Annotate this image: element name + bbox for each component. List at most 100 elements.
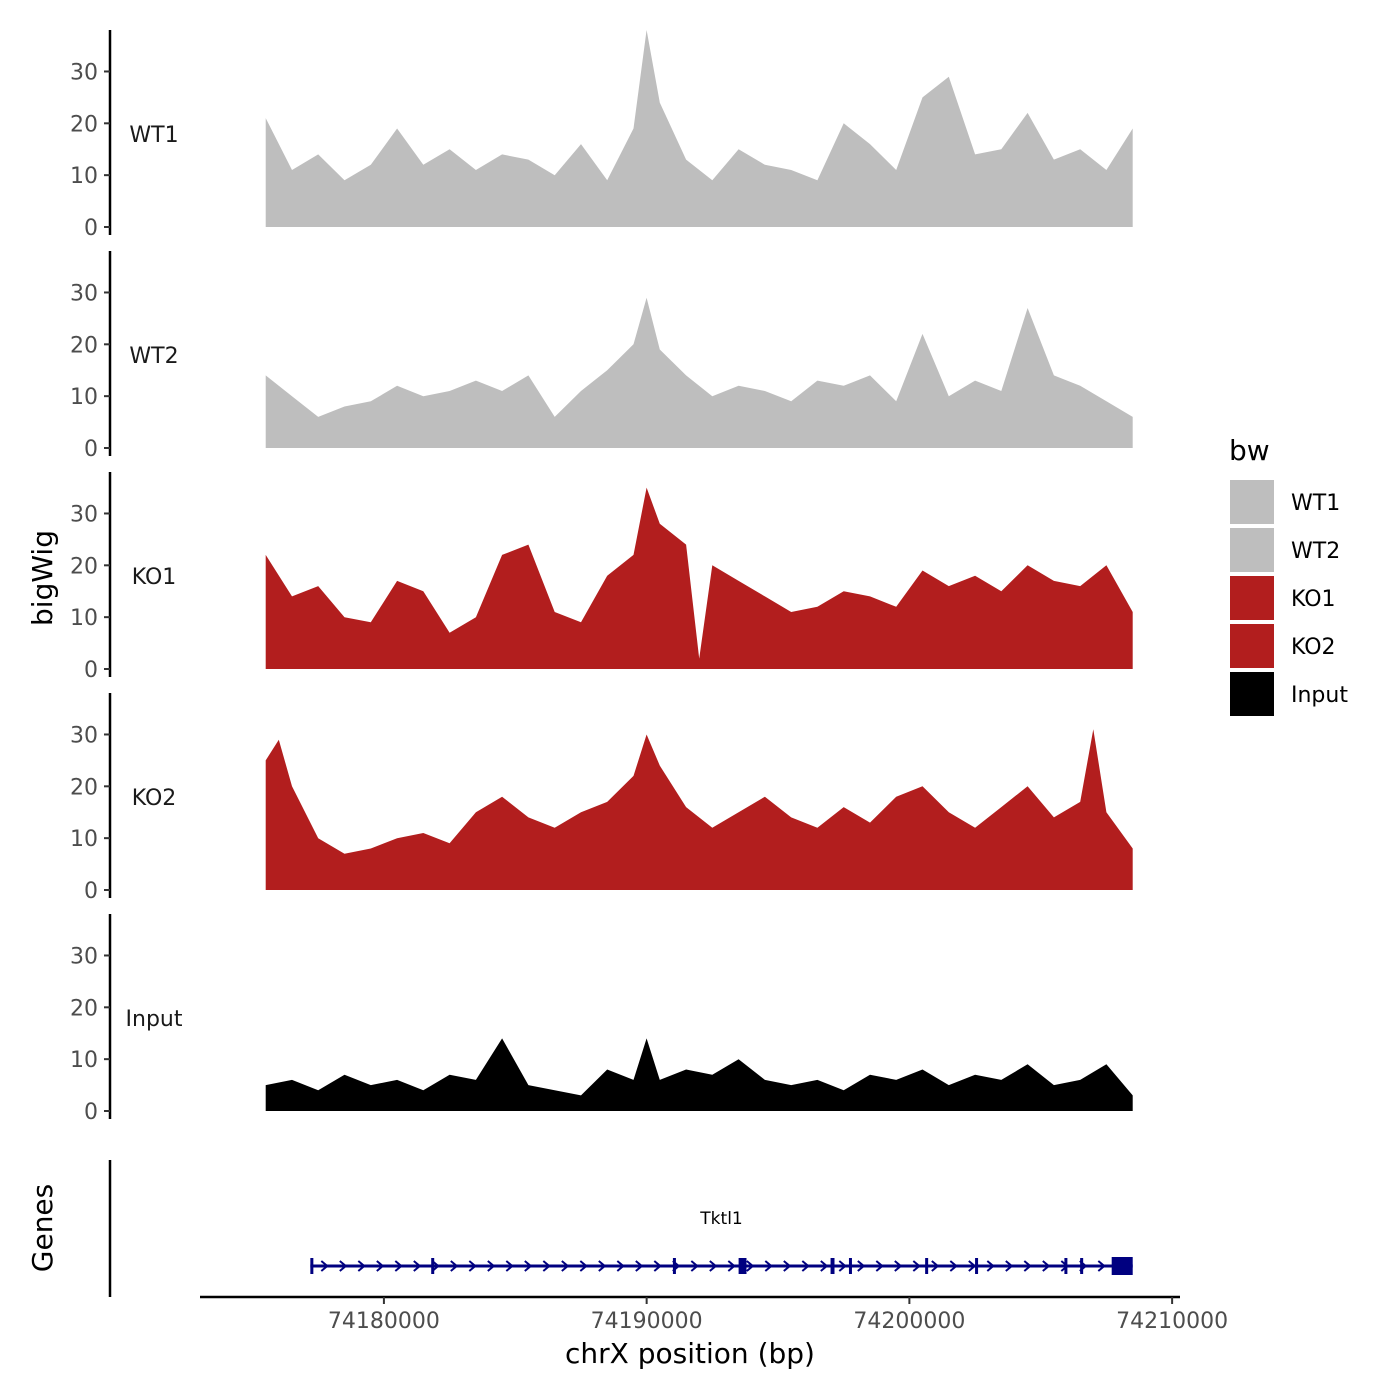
- strand-arrow: [579, 1260, 588, 1272]
- track-label-input: Input: [126, 1007, 183, 1032]
- exon-block: [1080, 1258, 1084, 1274]
- series-area-input: [265, 1038, 1133, 1111]
- exon-block: [431, 1258, 435, 1274]
- y-tick-label: 30: [70, 281, 98, 306]
- strand-arrow: [838, 1260, 847, 1272]
- strand-arrow: [376, 1260, 385, 1272]
- y-tick-label: 0: [84, 216, 98, 241]
- exon-block: [672, 1258, 676, 1274]
- track-label-ko1: KO1: [132, 565, 177, 590]
- legend-label-ko1: KO1: [1291, 587, 1336, 612]
- series-area-wt2: [265, 297, 1133, 448]
- strand-arrow: [339, 1260, 348, 1272]
- y-tick-label: 10: [70, 385, 98, 410]
- exon-block: [975, 1258, 979, 1274]
- strand-arrow: [783, 1260, 792, 1272]
- exon-block: [848, 1258, 852, 1274]
- strand-arrow: [894, 1260, 903, 1272]
- strand-arrow: [875, 1260, 884, 1272]
- y-tick-label: 0: [84, 658, 98, 683]
- track-input: 0 10 20 30 Input: [70, 914, 1133, 1125]
- y-tick-label: 20: [70, 996, 98, 1021]
- legend-label-wt1: WT1: [1291, 491, 1340, 516]
- legend-title: bw: [1229, 434, 1270, 467]
- y-tick-label: 10: [70, 827, 98, 852]
- strand-arrow: [320, 1260, 329, 1272]
- strand-arrow: [598, 1260, 607, 1272]
- y-tick-label: 0: [84, 879, 98, 904]
- y-tick-label: 20: [70, 112, 98, 137]
- y-tick-label: 30: [70, 723, 98, 748]
- strand-arrow: [653, 1260, 662, 1272]
- strand-arrow: [524, 1260, 533, 1272]
- y-tick-label: 10: [70, 1048, 98, 1073]
- y-tick-label: 10: [70, 164, 98, 189]
- exon-block: [1064, 1258, 1068, 1274]
- exon-block: [1111, 1257, 1133, 1275]
- x-tick-label: 74190000: [591, 1309, 703, 1334]
- strand-arrow: [690, 1260, 699, 1272]
- gene-track: Genes Tktl1: [26, 1160, 1133, 1297]
- track-wt1: 0 10 20 30 WT1: [70, 30, 1133, 241]
- series-area-ko1: [265, 487, 1133, 669]
- track-label-ko2: KO2: [132, 786, 177, 811]
- legend-label-wt2: WT2: [1291, 539, 1340, 564]
- x-tick-label: 74210000: [1116, 1309, 1228, 1334]
- strand-arrow: [450, 1260, 459, 1272]
- y-tick-label: 20: [70, 775, 98, 800]
- strand-arrow: [801, 1260, 810, 1272]
- legend-swatch-ko2: [1230, 624, 1274, 668]
- y-tick-label: 0: [84, 437, 98, 462]
- strand-arrow: [1005, 1260, 1014, 1272]
- bigwig-tracks: 0 10 20 30 WT1 0 10 20 30 WT2 0 10 20 30 KO1 0 10 20 30 KO2…: [70, 30, 1133, 1125]
- strand-arrow: [709, 1260, 718, 1272]
- x-tick-label: 74180000: [328, 1309, 440, 1334]
- y-tick-label: 0: [84, 1100, 98, 1125]
- track-ko1: 0 10 20 30 KO1: [70, 472, 1133, 683]
- x-axis: 74180000 74190000 74200000 74210000: [200, 1295, 1228, 1334]
- series-area-ko2: [265, 729, 1133, 890]
- strand-arrow: [912, 1260, 921, 1272]
- exon-block: [925, 1258, 929, 1274]
- track-ko2: 0 10 20 30 KO2: [70, 693, 1133, 904]
- strand-arrow: [616, 1260, 625, 1272]
- y-tick-label: 30: [70, 944, 98, 969]
- x-axis-title: chrX position (bp): [565, 1337, 815, 1370]
- exon-block: [310, 1258, 314, 1274]
- strand-arrow: [1097, 1260, 1106, 1272]
- exon-block: [738, 1258, 747, 1274]
- y-tick-label: 10: [70, 606, 98, 631]
- track-label-wt2: WT2: [129, 344, 178, 369]
- strand-arrow: [986, 1260, 995, 1272]
- strand-arrow: [505, 1260, 514, 1272]
- strand-arrow: [1023, 1260, 1032, 1272]
- strand-arrow: [949, 1260, 958, 1272]
- strand-arrow: [857, 1260, 866, 1272]
- strand-arrow: [1042, 1260, 1051, 1272]
- track-wt2: 0 10 20 30 WT2: [70, 251, 1133, 462]
- legend: bw WT1 WT2 KO1 KO2 Input: [1229, 434, 1348, 716]
- strand-arrow: [413, 1260, 422, 1272]
- strand-arrow: [487, 1260, 496, 1272]
- y-tick-label: 30: [70, 502, 98, 527]
- strand-arrow: [542, 1260, 551, 1272]
- y-axis-title: bigWig: [26, 530, 59, 626]
- gene-track-label: Genes: [26, 1184, 59, 1272]
- strand-arrow: [468, 1260, 477, 1272]
- legend-swatch-input: [1230, 672, 1274, 716]
- y-tick-label: 30: [70, 60, 98, 85]
- y-tick-label: 20: [70, 554, 98, 579]
- strand-arrow: [561, 1260, 570, 1272]
- legend-swatch-ko1: [1230, 576, 1274, 620]
- strand-arrow: [431, 1260, 440, 1272]
- strand-arrow: [968, 1260, 977, 1272]
- legend-label-input: Input: [1291, 683, 1348, 708]
- strand-arrow: [746, 1260, 755, 1272]
- strand-arrow: [931, 1260, 940, 1272]
- legend-swatch-wt2: [1230, 528, 1274, 572]
- strand-arrow: [635, 1260, 644, 1272]
- track-label-wt1: WT1: [129, 123, 178, 148]
- legend-swatch-wt1: [1230, 480, 1274, 524]
- strand-arrow: [820, 1260, 829, 1272]
